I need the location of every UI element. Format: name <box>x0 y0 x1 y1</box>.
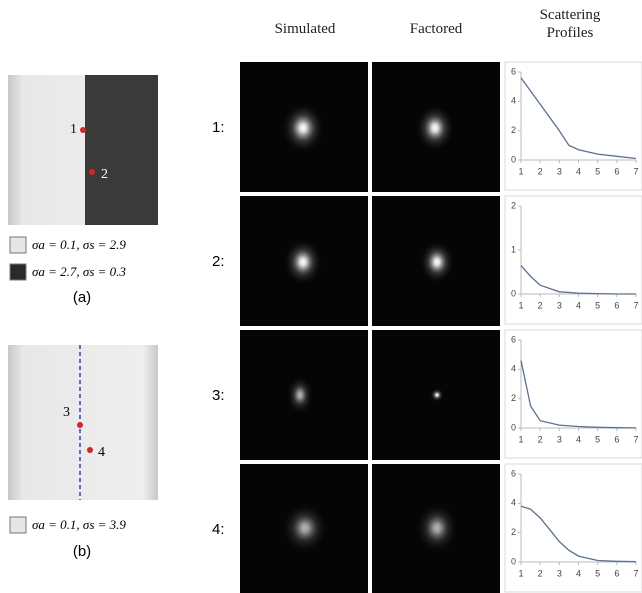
point-label: 2 <box>101 167 108 182</box>
y-tick-label: 0 <box>511 154 516 164</box>
dark-region <box>85 75 158 225</box>
y-tick-label: 1 <box>511 244 516 254</box>
caption: (a) <box>73 289 91 306</box>
x-tick-label: 4 <box>576 434 581 444</box>
y-tick-label: 2 <box>511 125 516 135</box>
x-tick-label: 4 <box>576 166 581 176</box>
x-tick-label: 5 <box>595 166 600 176</box>
x-tick-label: 2 <box>538 300 543 310</box>
y-tick-label: 2 <box>511 200 516 210</box>
x-tick-label: 6 <box>614 166 619 176</box>
image-grid <box>240 62 500 593</box>
x-tick-label: 7 <box>633 434 638 444</box>
chart-background <box>504 463 642 593</box>
caption: (b) <box>73 543 91 560</box>
x-tick-label: 1 <box>518 300 523 310</box>
point <box>89 169 95 175</box>
y-tick-label: 4 <box>511 498 516 508</box>
glow <box>419 240 455 284</box>
swatch <box>9 263 27 281</box>
row-label: 1: <box>212 119 225 136</box>
x-tick-label: 1 <box>518 434 523 444</box>
x-tick-label: 3 <box>557 300 562 310</box>
legend-text: σa = 0.1, σs = 2.9 <box>32 237 126 252</box>
chart-background <box>504 329 642 459</box>
x-tick-label: 7 <box>633 300 638 310</box>
column-header: Scattering Profiles <box>539 7 601 41</box>
x-tick-label: 5 <box>595 568 600 578</box>
y-tick-label: 6 <box>511 468 516 478</box>
row-label: 3: <box>212 387 225 404</box>
x-tick-label: 2 <box>538 166 543 176</box>
glow <box>415 104 455 152</box>
glow <box>281 102 325 154</box>
x-tick-label: 3 <box>557 166 562 176</box>
x-tick-label: 7 <box>633 568 638 578</box>
y-tick-label: 0 <box>511 556 516 566</box>
glow <box>415 502 459 554</box>
profile-line <box>520 505 637 563</box>
x-tick-label: 2 <box>538 568 543 578</box>
x-tick-label: 3 <box>557 568 562 578</box>
x-tick-label: 1 <box>518 568 523 578</box>
x-tick-label: 4 <box>576 568 581 578</box>
material-square <box>8 345 158 500</box>
column-header: Factored <box>409 21 463 37</box>
point <box>87 447 93 453</box>
point <box>80 127 86 133</box>
legend-text: σa = 0.1, σs = 3.9 <box>32 517 126 532</box>
chart-background <box>504 61 642 191</box>
point-label: 1 <box>70 122 77 137</box>
legend-text: σa = 2.7, σs = 0.3 <box>32 264 126 279</box>
x-tick-label: 1 <box>518 166 523 176</box>
x-tick-label: 5 <box>595 300 600 310</box>
row-label: 2: <box>212 253 225 270</box>
y-tick-label: 0 <box>511 422 516 432</box>
point-label: 4 <box>98 445 105 460</box>
x-tick-label: 6 <box>614 568 619 578</box>
column-header: Simulated <box>274 21 336 37</box>
point <box>77 422 83 428</box>
profile-line <box>520 77 637 160</box>
glow <box>430 388 444 402</box>
glow <box>281 502 329 554</box>
y-tick-label: 2 <box>511 527 516 537</box>
y-tick-label: 6 <box>511 66 516 76</box>
x-tick-label: 2 <box>538 434 543 444</box>
swatch <box>9 516 27 534</box>
point-label: 3 <box>63 405 70 420</box>
y-tick-label: 6 <box>511 334 516 344</box>
y-tick-label: 4 <box>511 96 516 106</box>
glow <box>283 238 323 286</box>
y-tick-label: 0 <box>511 288 516 298</box>
x-tick-label: 7 <box>633 166 638 176</box>
row-label: 4: <box>212 521 225 538</box>
profile-line <box>520 264 636 295</box>
profile-line <box>520 360 637 429</box>
chart-background <box>504 195 642 325</box>
y-tick-label: 2 <box>511 393 516 403</box>
x-tick-label: 5 <box>595 434 600 444</box>
glow <box>286 375 314 415</box>
swatch <box>9 236 27 254</box>
x-tick-label: 4 <box>576 300 581 310</box>
x-tick-label: 3 <box>557 434 562 444</box>
y-tick-label: 4 <box>511 364 516 374</box>
x-tick-label: 6 <box>614 300 619 310</box>
x-tick-label: 6 <box>614 434 619 444</box>
